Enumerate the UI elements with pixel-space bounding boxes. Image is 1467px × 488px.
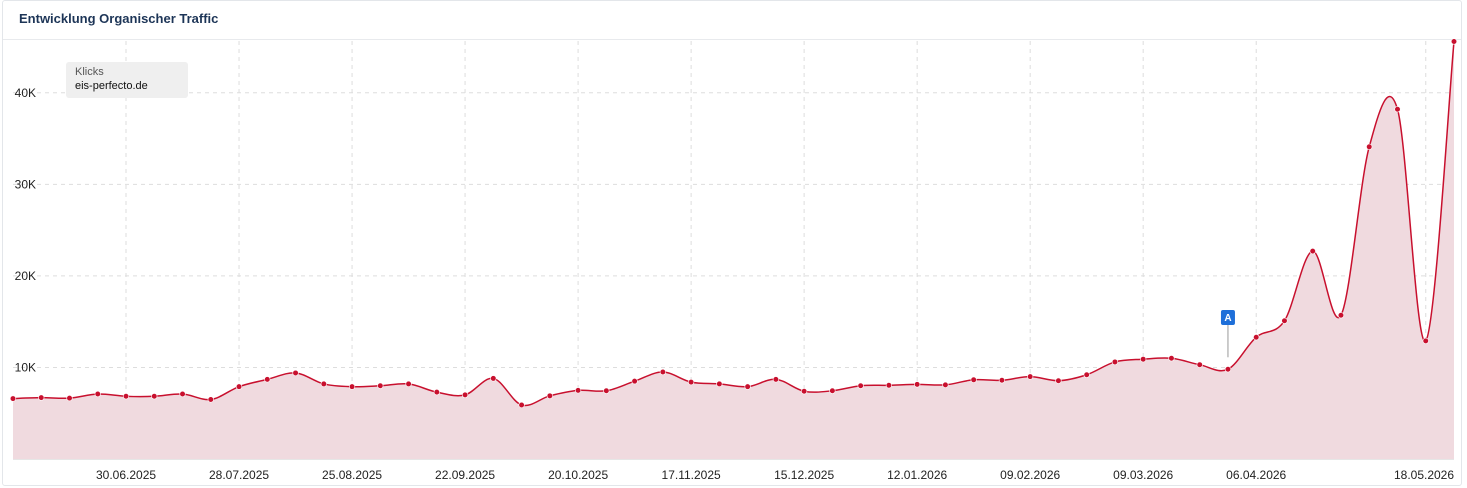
traffic-area-fill [13,41,1454,460]
data-point[interactable] [1196,361,1203,368]
data-point[interactable] [1422,337,1429,344]
data-point[interactable] [1055,377,1062,384]
data-point[interactable] [1309,248,1316,255]
data-point[interactable] [659,368,666,376]
x-axis-labels: 30.06.2025 28.07.2025 25.08.2025 22.09.2025… [96,468,1454,482]
data-points [9,38,1458,409]
card-header: Entwicklung Organischer Traffic [3,1,1461,40]
series-tooltip-legend: Klicks eis-perfecto.de [66,62,188,98]
x-tick-label: 09.02.2026 [1000,468,1060,482]
data-point[interactable] [38,394,45,401]
y-tick-label: 10K [15,360,36,374]
data-point[interactable] [1224,366,1232,373]
data-point[interactable] [772,376,779,383]
data-point[interactable] [518,401,525,409]
data-point[interactable] [179,390,186,398]
x-tick-label: 09.03.2026 [1113,468,1173,482]
data-point[interactable] [461,391,469,399]
data-point[interactable] [603,387,610,394]
data-point[interactable] [264,376,271,383]
x-tick-label: 20.10.2025 [548,468,608,482]
data-point[interactable] [942,381,949,388]
data-point[interactable] [546,392,553,399]
data-point[interactable] [631,378,638,385]
data-point[interactable] [1140,356,1147,363]
data-point[interactable] [207,396,214,403]
data-point[interactable] [122,393,130,400]
data-point[interactable] [1253,334,1260,341]
data-point[interactable] [320,380,327,388]
data-point[interactable] [716,380,723,388]
x-tick-label: 12.01.2026 [887,468,947,482]
legend-metric: Klicks [75,66,104,78]
data-point[interactable] [857,382,864,389]
data-point[interactable] [1281,317,1288,324]
data-point[interactable] [744,383,751,390]
x-tick-label: 15.12.2025 [774,468,834,482]
data-point[interactable] [574,387,582,394]
annotations: A [1220,310,1235,358]
y-tick-label: 30K [15,177,36,191]
data-point[interactable] [829,387,836,394]
data-point[interactable] [1168,355,1175,362]
annotation-badge[interactable] [1220,310,1235,325]
data-point[interactable] [66,395,73,402]
data-point[interactable] [1337,312,1345,319]
data-point[interactable] [688,378,695,386]
data-point[interactable] [9,395,17,402]
legend-domain: eis-perfecto.de [75,80,148,92]
data-point[interactable] [433,389,440,396]
data-point[interactable] [1027,373,1034,380]
data-point[interactable] [377,382,384,389]
x-tick-label: 18.05.2026 [1394,468,1454,482]
data-point[interactable] [1366,143,1373,150]
x-tick-label: 06.04.2026 [1226,468,1286,482]
data-point[interactable] [94,390,101,398]
data-point[interactable] [970,376,977,383]
chart-title: Entwicklung Organischer Traffic [19,11,219,26]
traffic-line [12,41,1455,407]
x-tick-label: 22.09.2025 [435,468,495,482]
data-point[interactable] [1083,371,1090,378]
data-point[interactable] [914,381,921,388]
data-point[interactable] [348,383,356,390]
data-point[interactable] [235,383,243,390]
y-tick-label: 20K [15,269,36,283]
x-tick-label: 17.11.2025 [662,468,721,482]
data-point[interactable] [1111,358,1119,366]
data-point[interactable] [1450,38,1458,45]
data-point[interactable] [885,382,893,389]
y-tick-label: 40K [15,86,36,100]
x-tick-label: 30.06.2025 [96,468,156,482]
data-point[interactable] [998,377,1006,384]
x-tick-label: 28.07.2025 [209,468,269,482]
data-point[interactable] [151,393,158,400]
data-point[interactable] [1394,106,1401,113]
data-point[interactable] [801,388,808,395]
data-point[interactable] [490,375,497,382]
x-tick-label: 25.08.2025 [322,468,382,482]
annotation-label: A [1224,313,1231,324]
data-point[interactable] [405,380,412,388]
y-axis-labels: 10K 20K 30K 40K [15,86,36,375]
data-point[interactable] [292,369,299,377]
